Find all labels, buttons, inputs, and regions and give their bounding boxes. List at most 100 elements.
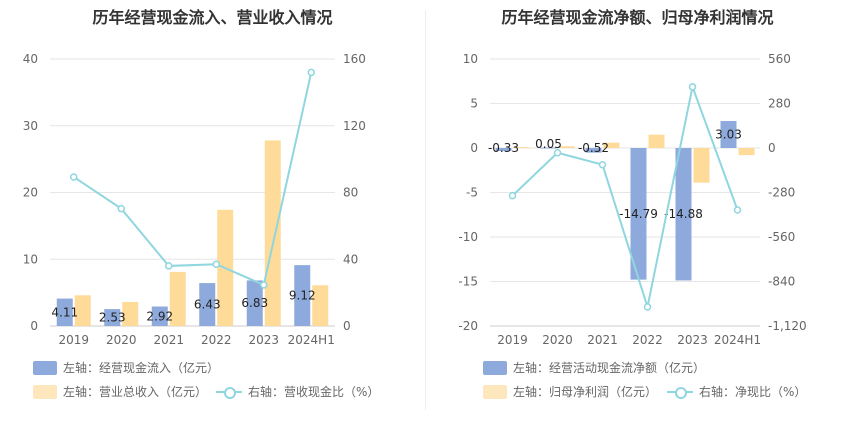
left-left-tick-label: 30 [23,119,38,133]
right-right-tick-label: -840 [768,275,795,289]
right-bar-value-label: -0.52 [578,141,609,155]
right-x-tick-label: 2019 [497,333,528,347]
right-bar-secondary [603,142,620,148]
left-bar-primary [56,298,73,326]
right-chart-panel: 历年经营现金流净额、归母净利润情况 -20 -15 -10 -5 0 5 10 -1,120-… [425,0,850,437]
right-chart-title: 历年经营现金流净额、归母净利润情况 [501,8,774,27]
right-bar-primary [540,147,557,149]
left-legend-label-revenue: 左轴：营业总收入（亿元） [63,385,208,399]
panel-divider [425,10,426,410]
right-legend-item-netprofit[interactable]: 左轴：归母净利润（亿元） [483,383,657,400]
right-x-tick-label: 2021 [587,333,618,347]
left-ratio-point [165,262,173,270]
right-bar-secondary [513,147,530,149]
left-right-tick-label: 120 [343,119,366,133]
right-bar-value-label: -14.79 [619,207,658,221]
right-bar-value-label: 0.05 [535,137,562,151]
left-legend-swatch-cashflow [33,360,57,375]
left-legend-item-revenue[interactable]: 左轴：营业总收入（亿元） [33,383,207,400]
left-left-tick-label: 10 [23,252,38,266]
right-bar-value-label: -14.88 [664,207,703,221]
left-x-tick-label: 2021 [153,333,184,347]
left-legend-item-ratio[interactable]: 右轴：营收现金比（%） [216,383,379,400]
left-bar-primary [294,265,311,326]
right-x-tick-label: 2024H1 [714,333,761,347]
right-left-tick-label: -5 [466,186,478,200]
left-x-tick-label: 2023 [248,333,279,347]
right-ratio-point [598,160,607,169]
right-legend-label-netcash: 左轴：经营活动现金流净额（亿元） [513,361,706,375]
left-bar-secondary [122,301,139,326]
right-ratio-line [511,83,739,311]
right-ratio-point [643,303,652,311]
right-bar-primary [720,121,737,148]
left-right-tick-label: 160 [343,52,366,66]
right-left-tick-label: -15 [458,275,478,289]
left-legend-label-cashflow: 左轴：经营现金流入（亿元） [63,361,220,375]
left-right-tick-label: 80 [343,186,358,200]
right-bar-secondary [648,134,665,148]
left-bar-value-label: 9.12 [289,289,316,303]
right-x-tick-label: 2023 [677,333,708,347]
left-ratio-point [307,68,315,77]
right-bar-secondary [693,148,710,183]
right-right-tick-label: -280 [768,186,795,200]
right-left-tick-label: -10 [458,230,478,244]
left-right-tick-label: 40 [343,252,358,266]
right-bar-primary [585,148,602,153]
left-bar-secondary [169,271,186,326]
right-x-tick-label: 2020 [542,333,573,347]
right-bar-primary [495,148,512,151]
left-chart-panel: 历年经营现金流入、营业收入情况 0 10 20 30 40 0 40 80 120 160 2019… [23,8,380,400]
left-bar-secondary [74,295,91,326]
left-ratio-point [260,281,268,289]
right-right-tick-label: 560 [768,52,791,66]
right-right-tick-label: 0 [768,141,776,155]
right-right-tick-label: 280 [768,97,791,111]
left-legend-item-cashflow[interactable]: 左轴：经营现金流入（亿元） [33,359,219,376]
right-legend-item-ratio[interactable]: 右轴：净现比（%） [667,383,806,400]
right-right-tick-label: -560 [768,230,795,244]
right-legend-swatch-netcash [483,360,507,375]
right-ratio-point [688,83,697,91]
right-ratio-point [733,206,742,214]
left-bar-primary [246,280,263,326]
left-x-tick-label: 2024H1 [288,333,335,347]
right-legend-swatch-netprofit [483,384,507,399]
left-bar-value-label: 6.83 [241,296,268,310]
right-bar-secondary [558,146,575,148]
right-left-tick-label: 5 [470,97,478,111]
left-right-tick-label: 0 [343,319,351,333]
right-bar-secondary [738,148,755,156]
right-legend-line-icon [667,385,693,399]
right-left-tick-label: -20 [458,319,478,333]
right-right-tick-label: -1,120 [768,319,807,333]
left-bar-primary [199,283,216,326]
right-legend-label-ratio: 右轴：净现比（%） [699,385,807,399]
left-x-tick-label: 2020 [106,333,137,347]
right-ratio-point [553,149,562,157]
left-legend-swatch-revenue [33,384,57,399]
right-left-tick-label: 0 [470,141,478,155]
left-legend-line-icon [216,385,242,399]
right-legend-item-netcash[interactable]: 左轴：经营活动现金流净额（亿元） [483,359,705,376]
right-ratio-point [508,191,517,200]
left-bar-primary [151,306,168,326]
left-legend-label-ratio: 右轴：营收现金比（%） [248,385,380,399]
left-ratio-point [70,173,78,181]
left-bar-secondary [312,285,329,326]
left-bar-value-label: 2.92 [146,309,173,323]
left-ratio-point [212,260,220,269]
right-bar-primary [630,148,647,280]
right-bar-primary [675,148,692,281]
right-bar-value-label: 3.03 [715,128,742,142]
left-left-tick-label: 20 [23,186,38,200]
right-chart-svg: -20 -15 -10 -5 0 5 10 -1,120 -840 -560 -280 0 280 560… [458,52,807,347]
left-bar-value-label: 2.53 [99,311,126,325]
right-bar-value-label: -0.33 [488,141,519,155]
left-x-tick-label: 2022 [201,333,232,347]
left-bar-value-label: 6.43 [194,298,221,312]
left-left-tick-label: 40 [23,52,38,66]
right-legend-label-netprofit: 左轴：归母净利润（亿元） [513,385,658,399]
left-ratio-point [117,204,125,213]
